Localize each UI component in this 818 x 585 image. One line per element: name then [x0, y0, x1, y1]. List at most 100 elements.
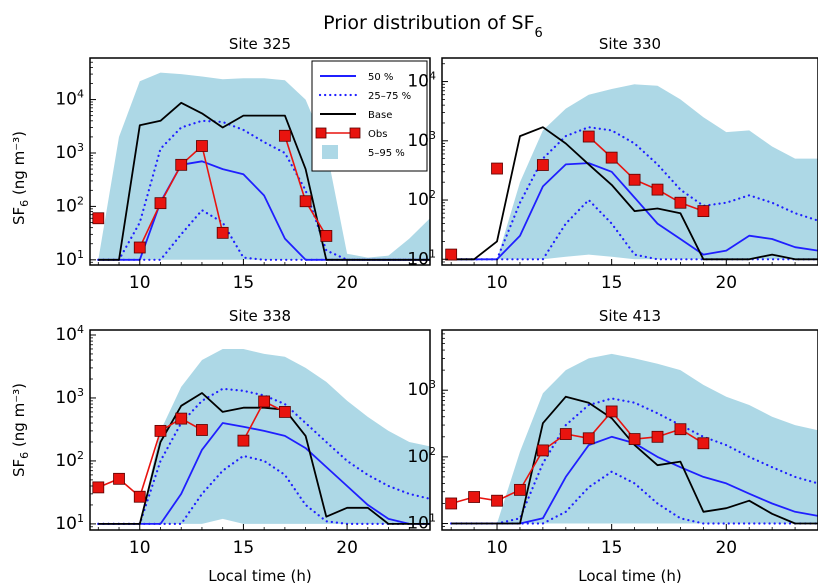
y-tick-exponent: 1 [429, 512, 436, 525]
obs-marker [697, 205, 710, 218]
y-tick-base: 10 [55, 90, 77, 110]
series-base [98, 101, 430, 261]
legend-swatch-band [322, 145, 338, 159]
obs-marker [605, 405, 618, 418]
obs-marker [278, 129, 291, 142]
x-tick-label: 10 [486, 538, 508, 558]
x-tick-label: 15 [233, 273, 255, 293]
y-tick-exponent: 3 [77, 141, 84, 154]
y-tick-base: 10 [407, 249, 429, 269]
x-tick-label: 20 [715, 538, 737, 558]
y-axis-label: SF6 (ng m⁻³) [10, 131, 31, 225]
obs-marker [559, 428, 572, 440]
y-tick-base: 10 [55, 196, 77, 216]
obs-marker [196, 424, 208, 436]
y-tick-base: 10 [407, 190, 429, 210]
obs-marker [651, 183, 664, 196]
legend-label: 50 % [368, 72, 393, 83]
plot-frame [441, 329, 818, 531]
band-5-95 [98, 349, 430, 524]
y-tick-label: 103 [407, 129, 436, 151]
obs-marker [651, 430, 664, 443]
series-75-percentile [97, 387, 430, 525]
y-tick-label: 104 [55, 323, 84, 345]
y-tick-exponent: 3 [429, 129, 436, 142]
x-axis-label: Local time (h) [208, 567, 312, 585]
obs-marker [154, 197, 167, 210]
obs-marker [674, 423, 687, 436]
y-axis-label-part: 6 [18, 200, 31, 207]
y-axis-label-part: 6 [18, 452, 31, 459]
obs-marker [536, 444, 549, 457]
band-5-95 [98, 72, 430, 260]
obs-marker [237, 434, 250, 447]
y-tick-label: 104 [55, 88, 84, 110]
obs-marker [605, 151, 618, 164]
obs-marker [133, 241, 146, 254]
plot-area [92, 349, 430, 525]
plot-area [445, 84, 818, 261]
legend-label: Obs [368, 129, 387, 140]
y-axis-label: SF6 (ng m⁻³) [10, 383, 31, 477]
y-tick-base: 10 [407, 72, 429, 92]
plot-frame [89, 329, 431, 531]
legend: 50 % 25–75 % Base Obs 5–95 % [311, 60, 428, 172]
y-tick-exponent: 4 [429, 70, 436, 83]
y-tick-exponent: 4 [77, 88, 84, 101]
plot-area [92, 72, 430, 261]
y-tick-label: 103 [55, 141, 84, 163]
series-base [98, 392, 430, 525]
obs-marker [196, 140, 208, 152]
y-tick-base: 10 [55, 143, 77, 163]
y-axis-label-part: (ng m⁻³) [10, 383, 28, 452]
y-tick-exponent: 1 [429, 247, 436, 260]
y-tick-label: 102 [55, 449, 84, 471]
y-tick-base: 10 [407, 514, 429, 534]
y-tick-exponent: 3 [77, 386, 84, 399]
y-tick-label: 101 [55, 512, 84, 534]
obs-marker [258, 395, 271, 408]
panel-title: Site 413 [599, 307, 661, 325]
y-tick-label: 102 [407, 188, 436, 210]
legend-label: 25–75 % [368, 91, 411, 102]
obs-marker [674, 196, 687, 209]
x-tick-label: 20 [715, 273, 737, 293]
y-tick-label: 101 [407, 512, 436, 534]
panel-title: Site 338 [229, 307, 291, 325]
y-axis-label-part: SF [10, 207, 28, 225]
y-tick-label: 104 [407, 70, 436, 92]
obs-marker [491, 162, 503, 175]
series-25-percentile [97, 209, 430, 261]
obs-marker [92, 212, 105, 225]
obs-marker [175, 412, 188, 425]
y-tick-exponent: 2 [77, 194, 84, 207]
legend-swatch-obs-marker [349, 127, 361, 139]
x-axis-label: Local time (h) [578, 567, 682, 585]
legend-label: 5–95 % [368, 148, 405, 159]
obs-marker [697, 437, 710, 450]
y-tick-label: 101 [407, 247, 436, 269]
y-tick-base: 10 [55, 250, 77, 270]
series-25-percentile [450, 198, 818, 261]
series-75-percentile [450, 126, 818, 261]
legend-label: Base [368, 110, 392, 121]
x-tick-label: 10 [486, 273, 508, 293]
panel-title: Site 330 [599, 35, 661, 53]
obs-marker [320, 230, 333, 242]
obs-marker [154, 424, 167, 437]
band-5-95 [451, 84, 818, 260]
y-tick-exponent: 1 [77, 248, 84, 261]
obs-marker [628, 173, 641, 186]
obs-marker [536, 159, 549, 171]
y-tick-base: 10 [55, 325, 77, 345]
obs-marker [445, 248, 458, 261]
y-tick-exponent: 2 [429, 445, 436, 458]
series-median [98, 422, 430, 525]
y-tick-exponent: 2 [429, 188, 436, 201]
obs-marker [175, 158, 188, 171]
obs-marker [582, 130, 595, 143]
panel-title: Site 325 [229, 35, 291, 53]
